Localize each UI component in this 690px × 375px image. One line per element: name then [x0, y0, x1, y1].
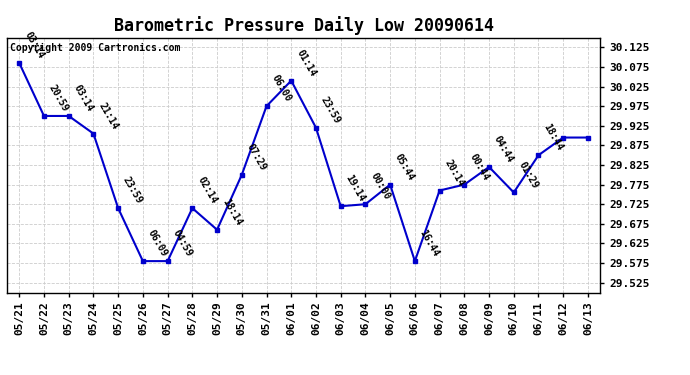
Text: 00:44: 00:44 [467, 152, 491, 182]
Text: 01:29: 01:29 [517, 160, 540, 190]
Text: 07:29: 07:29 [245, 142, 268, 172]
Text: 20:59: 20:59 [47, 83, 70, 114]
Text: Copyright 2009 Cartronics.com: Copyright 2009 Cartronics.com [10, 43, 180, 52]
Text: 20:14: 20:14 [442, 158, 466, 188]
Text: 19:14: 19:14 [344, 173, 367, 204]
Text: 21:14: 21:14 [97, 101, 120, 131]
Text: 23:59: 23:59 [121, 176, 144, 206]
Text: 04:44: 04:44 [492, 134, 515, 165]
Text: 03:14: 03:14 [22, 30, 46, 61]
Text: 18:44: 18:44 [542, 122, 565, 153]
Text: 00:00: 00:00 [368, 171, 392, 202]
Text: 05:44: 05:44 [393, 152, 417, 182]
Text: 02:14: 02:14 [195, 176, 219, 206]
Title: Barometric Pressure Daily Low 20090614: Barometric Pressure Daily Low 20090614 [114, 16, 493, 34]
Text: 06:09: 06:09 [146, 228, 169, 259]
Text: 06:00: 06:00 [270, 74, 293, 104]
Text: 04:59: 04:59 [170, 228, 194, 259]
Text: 23:59: 23:59 [319, 95, 342, 125]
Text: 01:14: 01:14 [294, 48, 317, 78]
Text: 18:14: 18:14 [220, 197, 244, 227]
Text: 16:44: 16:44 [418, 228, 441, 259]
Text: 03:14: 03:14 [72, 83, 95, 114]
